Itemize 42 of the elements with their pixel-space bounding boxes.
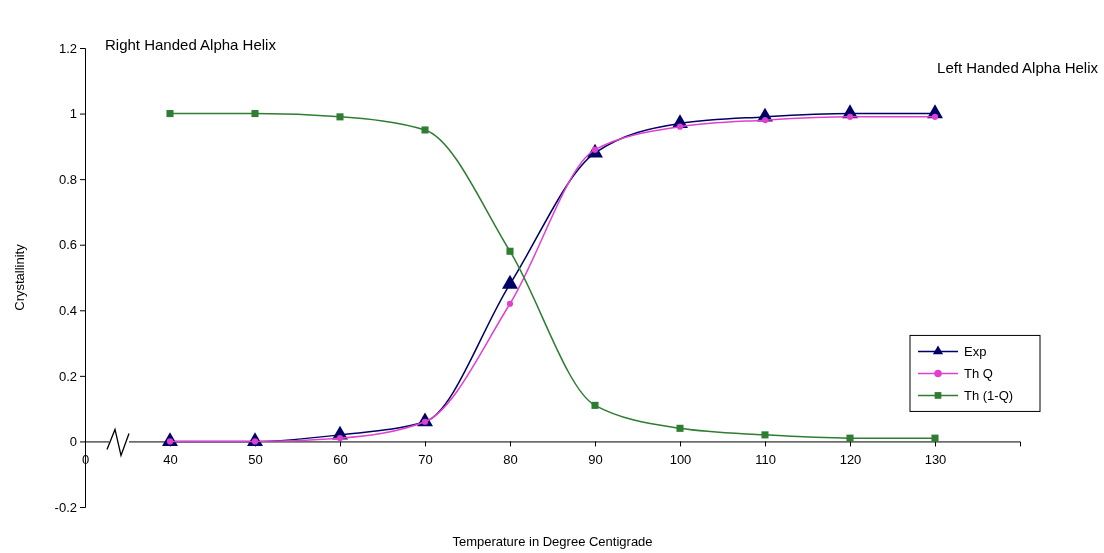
x-tick-label: 80 — [503, 451, 518, 467]
point — [846, 434, 854, 442]
x-tick-label: 90 — [588, 451, 603, 467]
point — [506, 247, 514, 255]
point — [336, 113, 344, 121]
y-tick-label: -0.2 — [54, 499, 77, 515]
point — [421, 126, 429, 134]
y-tick-label: 0.8 — [58, 171, 77, 187]
x-tick-label: 70 — [418, 451, 433, 467]
point — [591, 401, 599, 409]
y-tick-label: 0.4 — [58, 302, 77, 318]
point — [336, 435, 344, 442]
y-tick-label: 0.2 — [58, 368, 77, 384]
point — [506, 300, 514, 307]
x-axis-title: Temperature in Degree Centigrade — [452, 534, 653, 549]
legend-label: Exp — [964, 344, 987, 360]
point — [846, 113, 854, 120]
legend-label: Th Q — [964, 366, 993, 382]
x-tick-label: 50 — [248, 451, 263, 467]
x-tick-label: 130 — [924, 451, 947, 467]
x-tick-label: 110 — [755, 451, 776, 467]
y-tick-label: 0.6 — [58, 237, 77, 253]
point — [251, 110, 259, 118]
y-tick-label: 1.2 — [58, 40, 77, 56]
annotation: Left Handed Alpha Helix — [937, 59, 1099, 76]
x-tick-label: 60 — [333, 451, 348, 467]
y-tick-label: 0 — [69, 434, 77, 450]
y-axis-title: Crystallinity — [12, 243, 27, 311]
legend-label: Th (1-Q) — [964, 388, 1014, 404]
point — [676, 123, 684, 130]
point — [761, 117, 769, 124]
point — [761, 431, 769, 439]
x-tick-label: 40 — [163, 451, 178, 467]
point — [166, 110, 174, 118]
y-tick-label: 1 — [69, 106, 77, 122]
annotation: Right Handed Alpha Helix — [105, 36, 277, 53]
x-tick-label: 120 — [839, 451, 862, 467]
point — [502, 274, 518, 289]
point — [931, 113, 939, 120]
point — [931, 434, 939, 442]
x-tick-label: 100 — [669, 451, 692, 467]
point — [676, 424, 684, 432]
